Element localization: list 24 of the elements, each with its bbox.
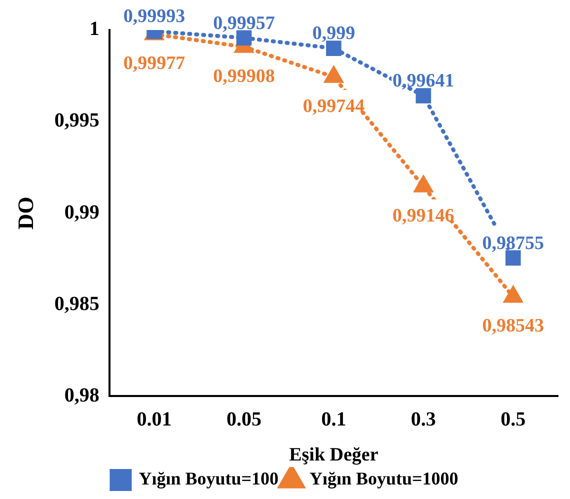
data-label: 0,98755 — [482, 232, 544, 254]
x-tick-label: 0.01 — [136, 408, 172, 430]
x-tick-label: 0.5 — [500, 408, 526, 430]
data-label: 0,99957 — [213, 12, 276, 34]
y-axis-title: DO — [12, 196, 38, 230]
data-label: 0,99977 — [123, 53, 186, 74]
x-tick-label: 0.1 — [321, 408, 346, 430]
data-label: 0,999 — [312, 23, 356, 44]
x-axis-title: Eşik Değer — [289, 444, 379, 466]
legend-label: Yığın Boyutu=1000 — [310, 468, 458, 489]
legend-label: Yığın Boyutu=100 — [138, 468, 279, 489]
y-tick-label: 1 — [89, 18, 100, 40]
x-tick-label: 0.05 — [226, 408, 262, 430]
y-tick-label: 0,995 — [54, 110, 100, 132]
data-label: 0,99146 — [392, 205, 454, 226]
data-label: 0,99744 — [302, 96, 366, 117]
data-label: 0,98543 — [482, 316, 544, 337]
data-label: 0,99641 — [392, 70, 454, 92]
y-tick-label: 0,98 — [64, 384, 100, 406]
data-label: 0,99993 — [123, 6, 186, 28]
data-label: 0,99908 — [213, 66, 275, 87]
y-tick-label: 0,99 — [64, 201, 100, 224]
y-tick-label: 0,985 — [54, 292, 100, 315]
x-tick-label: 0.3 — [410, 408, 436, 430]
